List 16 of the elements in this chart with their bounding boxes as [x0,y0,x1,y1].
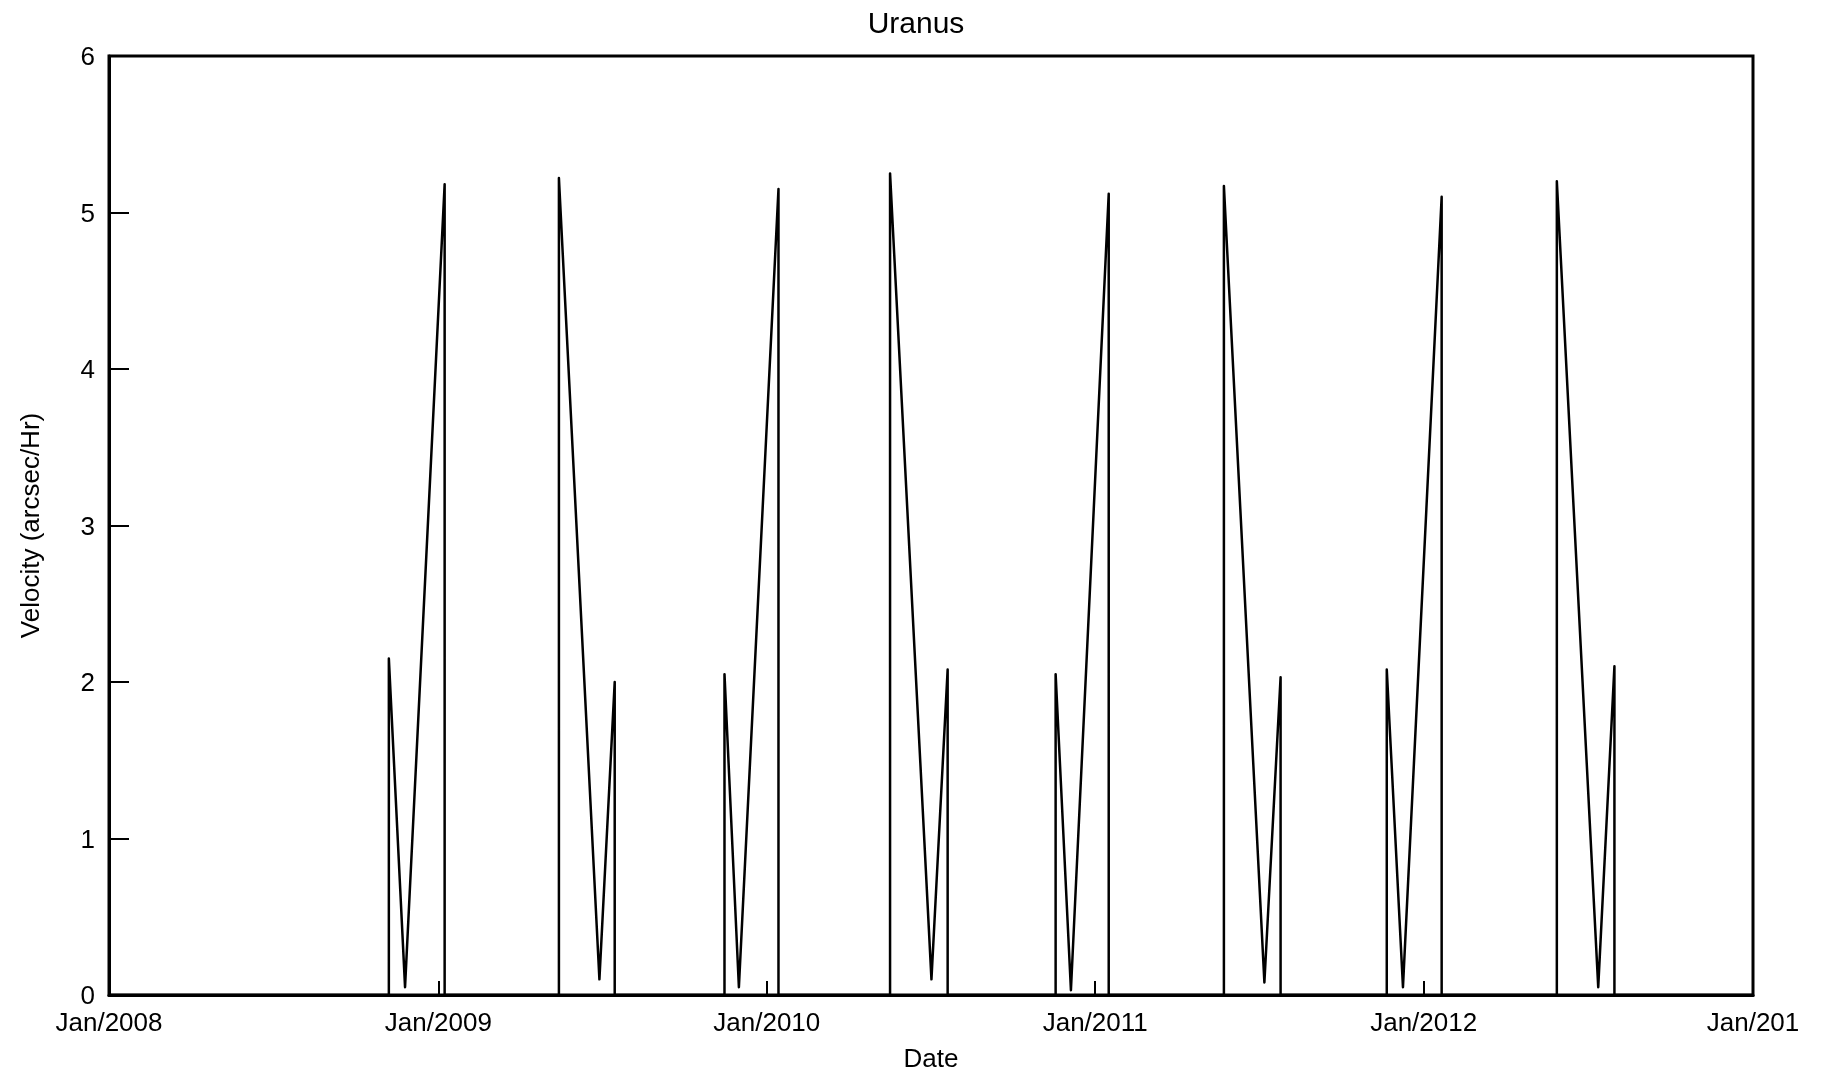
y-tick-label: 0 [80,980,95,1010]
x-tick-label: Jan/2008 [55,1007,163,1037]
x-tick-label: Jan/2010 [713,1007,821,1037]
y-tick-label: 6 [80,41,95,71]
y-tick-label: 5 [80,197,95,228]
y-tick-label: 1 [80,823,95,854]
y-axis-title: Velocity (arcsec/Hr) [15,412,45,639]
x-axis-title: Date [903,1043,959,1073]
x-tick-label: Jan/2012 [1370,1007,1478,1037]
x-tick-label: Jan/201 [1706,1007,1800,1037]
x-tick-label: Jan/2009 [384,1007,492,1037]
y-tick-label: 3 [80,510,95,541]
chart-title: Uranus [867,5,965,39]
y-tick-label: 2 [80,667,95,697]
y-tick-label: 4 [80,354,95,384]
x-tick-label: Jan/2011 [1042,1007,1148,1037]
